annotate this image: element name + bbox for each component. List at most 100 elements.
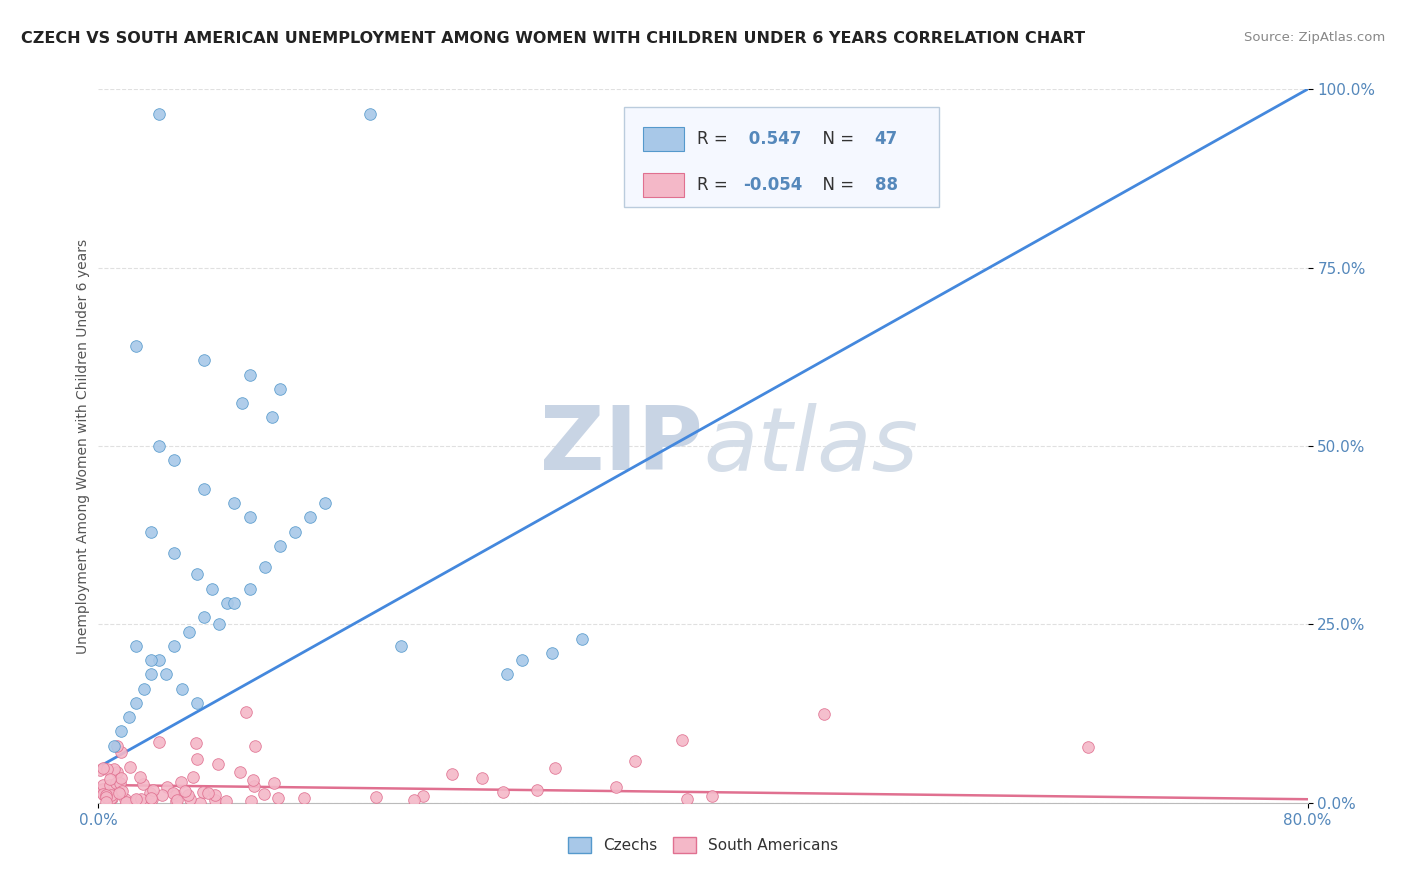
Point — [267, 791, 290, 805]
Point — [91, 781, 114, 796]
Point — [141, 791, 163, 805]
Point — [94, 786, 117, 800]
Text: ZIP: ZIP — [540, 402, 703, 490]
Point — [269, 539, 291, 553]
Point — [118, 760, 141, 774]
Point — [94, 795, 117, 809]
Point — [142, 783, 165, 797]
Point — [239, 368, 262, 382]
Point — [173, 784, 195, 798]
Point — [208, 617, 231, 632]
Point — [179, 792, 201, 806]
Point — [571, 632, 593, 646]
Point — [242, 773, 264, 788]
Point — [125, 696, 148, 710]
Text: 47: 47 — [875, 129, 898, 148]
Y-axis label: Unemployment Among Women with Children Under 6 years: Unemployment Among Women with Children U… — [76, 238, 90, 654]
Point — [193, 353, 215, 368]
Point — [148, 653, 170, 667]
Point — [179, 624, 201, 639]
Point — [544, 761, 567, 775]
Point — [156, 780, 179, 794]
Point — [441, 766, 464, 780]
Point — [314, 496, 336, 510]
Point — [191, 784, 214, 798]
Text: N =: N = — [811, 176, 859, 194]
Point — [813, 706, 835, 721]
Point — [193, 482, 215, 496]
Point — [245, 739, 267, 754]
Point — [165, 788, 187, 802]
Text: R =: R = — [697, 129, 733, 148]
Point — [700, 789, 723, 804]
Point — [163, 453, 186, 467]
Point — [402, 792, 425, 806]
Point — [125, 339, 148, 353]
Point — [269, 382, 291, 396]
Point — [148, 107, 170, 121]
Point — [366, 789, 388, 804]
Point — [141, 653, 163, 667]
Point — [215, 596, 238, 610]
FancyBboxPatch shape — [624, 107, 939, 207]
Text: -0.054: -0.054 — [742, 176, 803, 194]
Point — [103, 739, 125, 753]
Text: 88: 88 — [875, 176, 897, 194]
FancyBboxPatch shape — [643, 173, 683, 197]
Point — [150, 788, 173, 802]
Text: atlas: atlas — [703, 403, 918, 489]
Point — [526, 782, 548, 797]
Point — [197, 786, 219, 800]
Point — [204, 793, 226, 807]
Point — [125, 639, 148, 653]
Point — [105, 739, 128, 754]
Point — [97, 791, 120, 805]
Point — [132, 796, 155, 810]
Point — [139, 786, 162, 800]
Point — [235, 705, 257, 719]
Point — [253, 787, 276, 801]
Point — [163, 639, 186, 653]
Point — [284, 524, 307, 539]
Point — [239, 582, 262, 596]
Point — [239, 510, 262, 524]
Point — [224, 596, 246, 610]
Point — [215, 794, 238, 808]
Point — [110, 724, 132, 739]
Text: N =: N = — [811, 129, 859, 148]
Point — [510, 653, 533, 667]
Point — [98, 772, 121, 786]
Text: CZECH VS SOUTH AMERICAN UNEMPLOYMENT AMONG WOMEN WITH CHILDREN UNDER 6 YEARS COR: CZECH VS SOUTH AMERICAN UNEMPLOYMENT AMO… — [21, 31, 1085, 46]
Point — [103, 762, 125, 776]
Text: R =: R = — [697, 176, 733, 194]
Point — [115, 796, 138, 810]
Point — [262, 410, 284, 425]
Point — [188, 796, 211, 810]
Point — [91, 788, 114, 802]
Point — [240, 794, 263, 808]
Point — [148, 439, 170, 453]
Point — [224, 496, 246, 510]
Point — [671, 732, 693, 747]
Point — [299, 510, 322, 524]
Point — [176, 788, 198, 802]
Text: Source: ZipAtlas.com: Source: ZipAtlas.com — [1244, 31, 1385, 45]
Point — [94, 789, 117, 804]
Point — [360, 107, 382, 121]
Point — [96, 786, 118, 800]
Point — [148, 735, 170, 749]
Point — [96, 762, 118, 776]
Point — [93, 788, 115, 802]
Point — [108, 785, 131, 799]
Point — [471, 772, 494, 786]
Text: 0.547: 0.547 — [742, 129, 801, 148]
Point — [495, 667, 517, 681]
Point — [125, 792, 148, 806]
Point — [540, 646, 562, 660]
Point — [104, 776, 127, 790]
Point — [89, 764, 111, 778]
Point — [263, 776, 285, 790]
Point — [91, 779, 114, 793]
Point — [100, 788, 122, 802]
Legend: Czechs, South Americans: Czechs, South Americans — [562, 831, 844, 859]
